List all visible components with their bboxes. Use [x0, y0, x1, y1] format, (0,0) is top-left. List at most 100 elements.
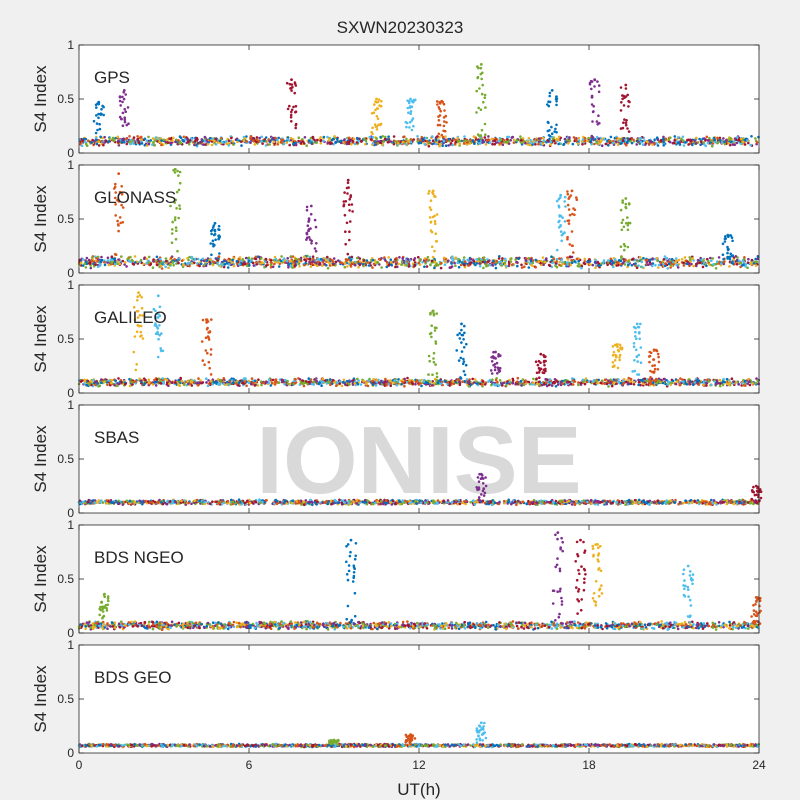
data-point [209, 242, 212, 245]
data-point [611, 345, 615, 348]
data-point [155, 255, 159, 259]
data-point [447, 144, 450, 147]
data-point [159, 264, 163, 268]
data-point [645, 379, 648, 383]
data-point [374, 140, 377, 143]
data-point [627, 105, 630, 108]
data-point [368, 135, 372, 139]
data-point [218, 378, 222, 382]
data-point [129, 255, 132, 259]
data-point [90, 259, 94, 263]
data-point [389, 379, 392, 382]
data-point [746, 382, 750, 385]
data-point [374, 384, 378, 387]
data-point [550, 259, 554, 262]
data-point [331, 137, 335, 141]
data-point [458, 337, 462, 340]
data-point [277, 136, 281, 140]
data-point [435, 213, 439, 216]
data-point [528, 143, 531, 147]
panel-label: GPS [94, 68, 130, 87]
data-point [637, 383, 640, 387]
data-point [738, 259, 741, 263]
data-point [637, 378, 640, 382]
data-point [155, 378, 159, 381]
data-point [210, 232, 213, 236]
data-point [230, 261, 234, 264]
data-point [121, 111, 125, 115]
data-point [548, 264, 552, 268]
data-point [570, 230, 574, 233]
data-point [447, 137, 451, 141]
data-point [624, 205, 627, 209]
data-point [704, 144, 708, 148]
panel-label: GLONASS [94, 188, 176, 207]
data-point [164, 265, 167, 269]
data-point [284, 378, 287, 382]
data-point [643, 139, 646, 142]
data-point [411, 117, 415, 120]
data-point [512, 138, 516, 142]
data-point [201, 318, 205, 322]
data-point [462, 142, 466, 145]
data-point [636, 360, 639, 363]
data-point [621, 97, 624, 101]
data-point [735, 262, 739, 266]
data-point [583, 139, 587, 143]
data-point [597, 264, 601, 267]
data-point [217, 237, 220, 241]
data-point [355, 141, 359, 144]
data-point [720, 262, 723, 265]
data-point [656, 259, 659, 263]
data-point [281, 138, 285, 142]
data-point [520, 143, 524, 146]
data-point [494, 350, 497, 354]
data-point [160, 143, 163, 147]
data-point [346, 181, 350, 185]
data-point [494, 366, 497, 369]
data-point [655, 381, 659, 385]
data-point [651, 264, 654, 268]
data-point [316, 260, 320, 264]
data-point [700, 258, 703, 262]
data-point [374, 108, 377, 112]
data-point [703, 137, 706, 140]
data-point [735, 380, 738, 384]
data-point [731, 143, 735, 146]
data-point [123, 116, 126, 119]
data-point [315, 380, 319, 383]
data-point [722, 257, 725, 261]
data-point [310, 141, 314, 145]
data-point [208, 137, 212, 140]
data-point [381, 135, 385, 138]
data-point [618, 139, 622, 143]
data-point [217, 255, 221, 258]
data-point [174, 226, 178, 229]
data-point [512, 141, 516, 144]
data-point [84, 142, 88, 146]
data-point [351, 210, 354, 213]
data-point [728, 258, 732, 261]
data-point [627, 221, 630, 225]
data-point [264, 144, 268, 147]
data-point [711, 144, 714, 148]
data-point [123, 140, 126, 144]
data-point [285, 81, 289, 85]
data-point [453, 138, 456, 141]
data-point [352, 137, 356, 141]
data-point [374, 125, 378, 128]
data-point [147, 135, 150, 139]
data-point [135, 330, 139, 334]
data-point [548, 135, 552, 138]
data-point [624, 87, 628, 90]
data-point [425, 258, 428, 261]
data-point [436, 123, 440, 127]
data-point [651, 262, 655, 265]
data-point [377, 98, 381, 101]
data-point [290, 120, 293, 123]
data-point [307, 228, 311, 231]
data-point [124, 137, 128, 141]
data-point [620, 141, 623, 145]
data-point [151, 383, 155, 386]
